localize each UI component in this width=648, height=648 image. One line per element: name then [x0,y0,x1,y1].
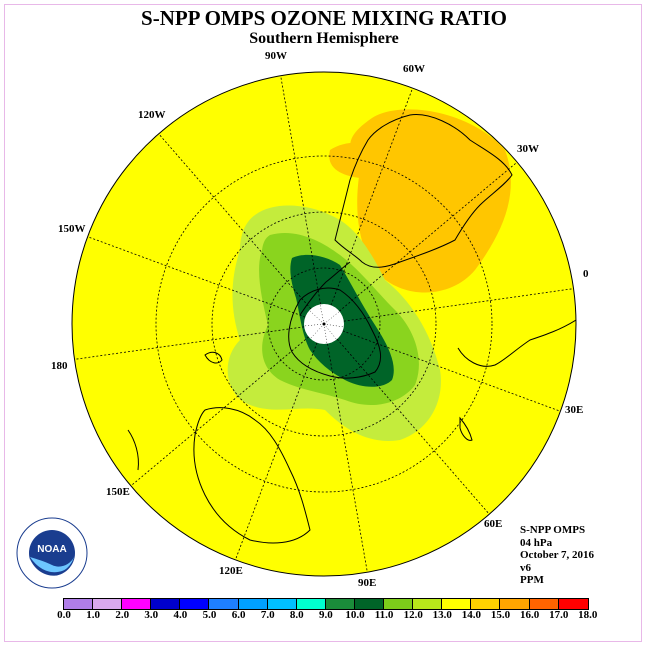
lon-label-60e: 60E [484,518,503,530]
coastlines [127,114,576,544]
colorbar-tick-label: 17.0 [549,609,569,621]
colorbar-swatch [296,599,326,609]
colorbar-tick-label: 6.0 [231,609,246,621]
colorbar-tick-label: 10.0 [345,609,365,621]
lon-label-150w: 150W [58,223,86,235]
colorbar-swatch [529,599,559,609]
lon-label-120e: 120E [219,565,243,577]
colorbar-swatch [558,599,588,609]
info-block: S-NPP OMPS 04 hPa October 7, 2016 v6 PPM [520,524,594,587]
noaa-logo: NOAA [16,517,88,589]
colorbar-tick-label: 15.0 [490,609,511,621]
colorbar-tick-label: 8.0 [289,609,304,621]
colorbar-ticks: 0.0 1.0 2.0 3.0 4.0 5.0 6.0 7.0 8.0 9.0 10.0 11.0 12… [50,609,610,623]
lon-label-30e: 30E [565,404,584,416]
lon-label-60w: 60W [403,63,425,75]
info-date: October 7, 2016 [520,549,595,561]
colorbar-tick-label: 16.0 [519,609,540,621]
colorbar-swatch [180,599,210,609]
colorbar-tick-label: 5.0 [202,609,217,621]
lon-label-120w: 120W [138,109,166,121]
pole-meridians [303,303,345,345]
colorbar-tick-label: 1.0 [86,609,100,621]
lon-label-30w: 30W [517,143,539,155]
colorbar-swatch [442,599,472,609]
page-subtitle: Southern Hemisphere [249,30,399,47]
colorbar-tick-label: 13.0 [432,609,452,621]
colorbar-tick-label: 7.0 [260,609,275,621]
colorbar-swatch [413,599,443,609]
noaa-logo-text: NOAA [37,544,66,555]
lon-label-180: 180 [51,360,68,372]
map-boundary [71,71,577,577]
colorbar-swatch [209,599,239,609]
colorbar-tick-label: 2.0 [115,609,130,621]
ozone-field-orange-2 [329,142,389,179]
info-instrument: S-NPP OMPS [520,524,586,536]
colorbar-swatch [151,599,181,609]
info-version: v6 [520,561,531,574]
colorbar-swatch [500,599,530,609]
colorbar-swatch [64,599,94,609]
colorbar-swatch [93,599,123,609]
colorbar-tick-label: 18.0 [578,609,598,621]
colorbar-tick-label: 11.0 [374,609,394,621]
colorbar-swatch [325,599,355,609]
colorbar-swatch [354,599,385,609]
colorbar-tick-label: 14.0 [461,609,482,621]
page-title: S-NPP OMPS OZONE MIXING RATIO [141,6,507,30]
colorbar-swatch [384,599,414,609]
colorbar-tick-label: 0.0 [57,609,71,621]
colorbar-swatch [471,599,501,609]
colorbar-swatch [267,599,297,609]
meridians [72,72,576,576]
colorbar-tick-label: 12.0 [403,609,423,621]
latitude-circles [155,155,493,493]
figure-frame [4,4,642,642]
colorbar-tick-label: 9.0 [319,609,333,621]
lon-label-150e: 150E [106,486,130,498]
colorbar-swatch [122,599,152,609]
colorbar-tick-label: 4.0 [173,609,188,621]
ozone-field-orange [350,109,511,293]
lon-label-90w: 90W [265,50,287,62]
lon-label-90e: 90E [358,577,377,589]
colorbar-swatch [238,599,268,609]
info-units: PPM [520,574,544,586]
lon-label-0: 0 [583,268,589,280]
info-level: 04 hPa [520,536,553,549]
south-pole-marker [322,322,326,326]
colorbar-tick-label: 3.0 [144,609,159,621]
colorbar [63,598,589,610]
